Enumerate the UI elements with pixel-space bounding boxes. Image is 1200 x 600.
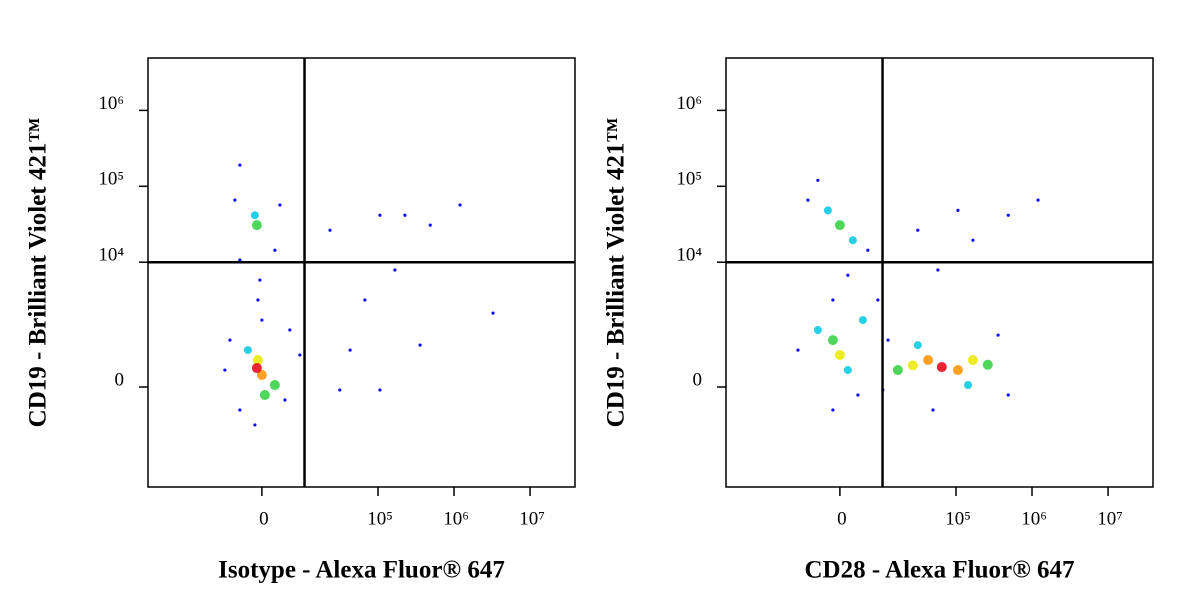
event-point [258, 278, 262, 282]
event-point [843, 366, 852, 375]
event-point [813, 325, 822, 334]
event-point [971, 238, 975, 242]
y-tick-label: 0 [693, 369, 703, 390]
event-point [964, 381, 973, 390]
event-point [238, 163, 242, 167]
event-point [876, 298, 880, 302]
event-point [378, 388, 382, 392]
event-point [338, 388, 342, 392]
event-point [831, 408, 835, 412]
event-point [996, 333, 1000, 337]
plot-frame [147, 57, 576, 488]
event-point [428, 223, 432, 227]
event-point [259, 389, 270, 400]
event-point [253, 423, 257, 427]
event-point [952, 365, 963, 376]
event-point [936, 268, 940, 272]
event-point [251, 363, 262, 374]
y-tick-label: 10⁵ [98, 169, 124, 190]
event-point [936, 362, 947, 373]
x-tick-label: 0 [837, 508, 847, 529]
x-tick-label: 10⁶ [1021, 508, 1047, 529]
event-point [223, 368, 227, 372]
event-point [866, 248, 870, 252]
event-point [1006, 393, 1010, 397]
event-point [288, 328, 292, 332]
y-axis-title: CD19 - Brilliant Violet 421™ [25, 118, 52, 428]
event-point [256, 298, 260, 302]
event-point [269, 380, 280, 391]
event-point [393, 268, 397, 272]
event-point [1036, 198, 1040, 202]
event-point [982, 359, 993, 370]
event-point [273, 248, 277, 252]
y-tick-label: 10⁴ [98, 245, 124, 266]
event-point [418, 343, 422, 347]
event-point [967, 355, 978, 366]
y-tick-label: 10⁵ [676, 169, 702, 190]
event-point [278, 203, 282, 207]
event-point [806, 198, 810, 202]
event-point [1006, 213, 1010, 217]
event-point [892, 365, 903, 376]
event-point [238, 408, 242, 412]
event-point [378, 213, 382, 217]
event-point [403, 213, 407, 217]
x-tick-label: 10⁷ [1097, 508, 1123, 529]
y-tick-label: 0 [115, 369, 125, 390]
event-point [243, 346, 252, 355]
event-point [491, 311, 495, 315]
event-point [834, 220, 845, 231]
event-point [796, 348, 800, 352]
x-axis-title: Isotype - Alexa Fluor® 647 [218, 557, 505, 584]
event-point [916, 228, 920, 232]
event-point [256, 370, 267, 381]
event-point [228, 338, 232, 342]
x-tick-label: 0 [259, 508, 269, 529]
y-tick-label: 10⁶ [98, 93, 124, 114]
event-point [348, 348, 352, 352]
x-tick-label: 10⁵ [945, 508, 971, 529]
event-point [856, 393, 860, 397]
event-point [956, 208, 960, 212]
y-axis-title: CD19 - Brilliant Violet 421™ [603, 118, 630, 428]
event-point [298, 353, 302, 357]
x-tick-label: 10⁵ [367, 508, 393, 529]
x-axis-title: CD28 - Alexa Fluor® 647 [804, 557, 1074, 584]
event-point [931, 408, 935, 412]
event-point [328, 228, 332, 232]
event-point [848, 236, 857, 245]
y-tick-label: 10⁶ [676, 93, 702, 114]
event-point [827, 335, 838, 346]
event-point [907, 360, 918, 371]
event-point [831, 298, 835, 302]
event-point [858, 316, 867, 325]
event-point [252, 355, 263, 366]
event-point [913, 341, 922, 350]
x-tick-label: 10⁷ [519, 508, 545, 529]
event-point [233, 198, 237, 202]
event-point [886, 338, 890, 342]
plot-frame [725, 57, 1154, 488]
y-tick-label: 10⁴ [676, 245, 702, 266]
event-point [283, 398, 287, 402]
event-point [923, 355, 934, 366]
event-point [823, 206, 832, 215]
event-point [816, 178, 820, 182]
event-point [458, 203, 462, 207]
event-point [363, 298, 367, 302]
event-point [260, 318, 264, 322]
event-point [846, 273, 850, 277]
event-point [238, 258, 242, 262]
event-point [834, 350, 845, 361]
event-point [250, 211, 259, 220]
event-point [251, 220, 262, 231]
x-tick-label: 10⁶ [443, 508, 469, 529]
